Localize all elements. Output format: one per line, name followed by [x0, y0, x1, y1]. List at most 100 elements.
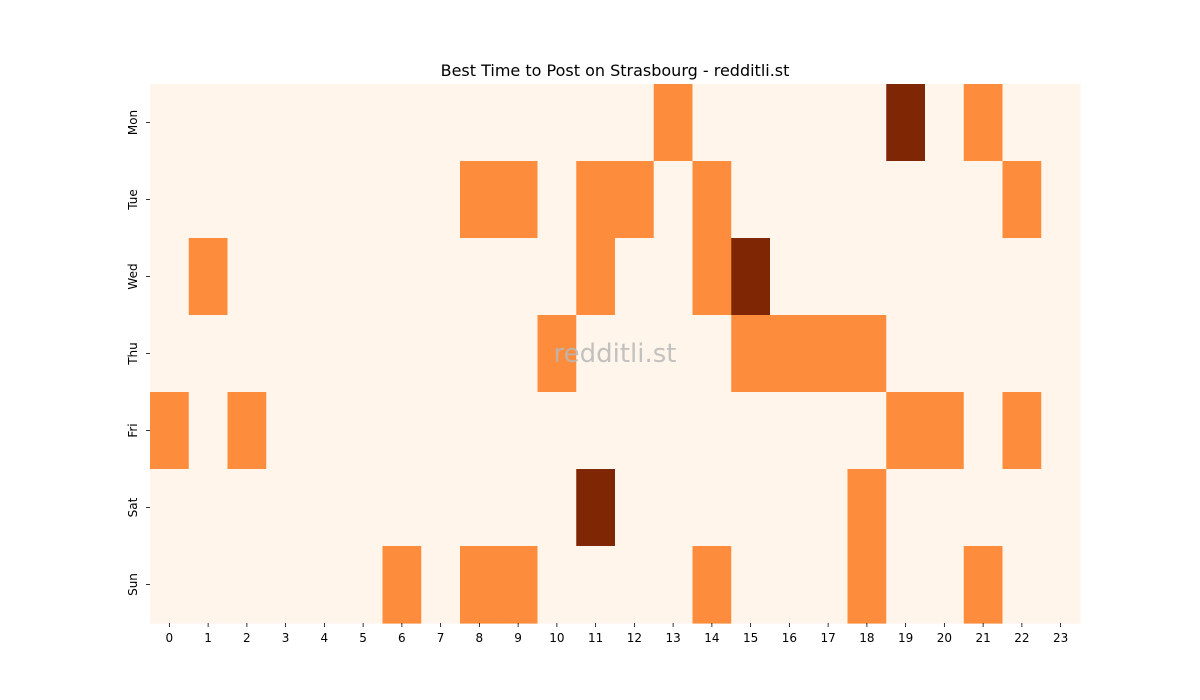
heatmap-cell-sat-5 [343, 469, 384, 547]
heatmap-cell-mon-1 [188, 84, 229, 162]
heatmap-cell-wed-11 [576, 238, 616, 316]
heatmap-cell-mon-7 [421, 84, 461, 162]
heatmap-cell-tue-19 [886, 161, 926, 239]
heatmap-cell-thu-12 [615, 315, 655, 393]
heatmap-cell-sun-2 [227, 546, 267, 624]
heatmap-cell-wed-13 [653, 238, 694, 316]
heatmap-cell-mon-17 [808, 84, 849, 162]
heatmap-cell-mon-6 [382, 84, 422, 162]
heatmap-cell-wed-23 [1041, 238, 1081, 316]
heatmap-cell-thu-23 [1041, 315, 1081, 393]
heatmap-cell-wed-0 [150, 238, 190, 316]
heatmap-cell-fri-18 [847, 392, 887, 470]
x-tick-label: 3 [282, 631, 290, 645]
heatmap-cell-tue-4 [305, 161, 345, 239]
heatmap-cell-wed-15 [731, 238, 771, 316]
x-tick-label: 11 [588, 631, 603, 645]
heatmap-cell-wed-7 [421, 238, 461, 316]
x-tick-label: 23 [1053, 631, 1068, 645]
heatmap-cell-mon-9 [498, 84, 539, 162]
x-tick-label: 0 [166, 631, 174, 645]
heatmap-cell-fri-0 [150, 392, 190, 470]
y-tick-label: Tue [126, 189, 140, 211]
heatmap-cell-tue-22 [1002, 161, 1042, 239]
heatmap-cell-sun-10 [537, 546, 577, 624]
heatmap-cell-mon-16 [770, 84, 810, 162]
heatmap-cell-tue-7 [421, 161, 461, 239]
heatmap-cell-thu-10 [537, 315, 577, 393]
y-tick-label: Sun [126, 573, 140, 596]
heatmap-cell-tue-16 [770, 161, 810, 239]
heatmap-cell-fri-6 [382, 392, 422, 470]
heatmap-cell-tue-11 [576, 161, 616, 239]
heatmap-cell-thu-21 [963, 315, 1004, 393]
heatmap-cell-mon-2 [227, 84, 267, 162]
heatmap-cell-wed-16 [770, 238, 810, 316]
chart-title: Best Time to Post on Strasbourg - reddit… [441, 61, 790, 80]
heatmap-cell-tue-9 [498, 161, 539, 239]
heatmap-cell-wed-1 [188, 238, 229, 316]
y-tick-label: Sat [126, 497, 140, 517]
x-tick-label: 1 [204, 631, 212, 645]
heatmap-cell-sun-21 [963, 546, 1004, 624]
heatmap-cell-wed-2 [227, 238, 267, 316]
x-tick-label: 19 [898, 631, 913, 645]
heatmap-cell-sat-22 [1002, 469, 1042, 547]
heatmap-cell-fri-4 [305, 392, 345, 470]
heatmap-cell-sat-1 [188, 469, 229, 547]
heatmap-cell-sat-11 [576, 469, 616, 547]
x-tick-label: 4 [321, 631, 329, 645]
heatmap-cell-thu-15 [731, 315, 771, 393]
heatmap-cell-fri-20 [925, 392, 965, 470]
heatmap-cell-tue-5 [343, 161, 384, 239]
heatmap-cell-tue-1 [188, 161, 229, 239]
y-tick-label: Fri [126, 423, 140, 437]
heatmap-cell-fri-12 [615, 392, 655, 470]
heatmap-cell-sun-4 [305, 546, 345, 624]
heatmap-cell-mon-5 [343, 84, 384, 162]
x-axis: 0 1 2 3 4 5 6 7 8 9 10 11 12 13 14 15 16 17 18 19 20 21 22 23 [166, 623, 1068, 645]
heatmap-cell-thu-20 [925, 315, 965, 393]
heatmap-cell-thu-13 [653, 315, 694, 393]
x-tick-label: 12 [627, 631, 642, 645]
heatmap-cell-mon-22 [1002, 84, 1042, 162]
heatmap-cell-tue-23 [1041, 161, 1081, 239]
heatmap-cell-sat-16 [770, 469, 810, 547]
heatmap-cell-thu-1 [188, 315, 229, 393]
heatmap-cell-sun-13 [653, 546, 694, 624]
heatmap-cell-sat-10 [537, 469, 577, 547]
x-tick-label: 8 [476, 631, 484, 645]
heatmap-cell-fri-13 [653, 392, 694, 470]
heatmap-cell-tue-18 [847, 161, 887, 239]
heatmap-cell-fri-7 [421, 392, 461, 470]
x-tick-label: 5 [359, 631, 367, 645]
heatmap-cell-fri-11 [576, 392, 616, 470]
heatmap-cell-sun-9 [498, 546, 539, 624]
heatmap-cell-sat-6 [382, 469, 422, 547]
heatmap-cell-mon-19 [886, 84, 926, 162]
heatmap-cell-tue-8 [460, 161, 500, 239]
heatmap-cell-fri-3 [266, 392, 306, 470]
heatmap-cell-wed-4 [305, 238, 345, 316]
heatmap-cell-fri-23 [1041, 392, 1081, 470]
heatmap-cell-sun-3 [266, 546, 306, 624]
x-tick-label: 15 [743, 631, 758, 645]
heatmap-cell-sat-3 [266, 469, 306, 547]
heatmap-cell-tue-15 [731, 161, 771, 239]
heatmap-cell-wed-6 [382, 238, 422, 316]
heatmap-cell-tue-3 [266, 161, 306, 239]
heatmap-cell-sun-20 [925, 546, 965, 624]
y-tick-label: Thu [126, 342, 140, 366]
heatmap-cell-sat-12 [615, 469, 655, 547]
heatmap-cell-sun-23 [1041, 546, 1081, 624]
heatmap-cell-sun-6 [382, 546, 422, 624]
heatmap-cell-wed-14 [692, 238, 732, 316]
heatmap-cell-sat-7 [421, 469, 461, 547]
heatmap-cell-thu-0 [150, 315, 190, 393]
heatmap-cell-mon-23 [1041, 84, 1081, 162]
heatmap-cell-sun-14 [692, 546, 732, 624]
heatmap-cell-wed-3 [266, 238, 306, 316]
heatmap-cell-tue-20 [925, 161, 965, 239]
heatmap-cell-fri-10 [537, 392, 577, 470]
heatmap-cell-sat-20 [925, 469, 965, 547]
